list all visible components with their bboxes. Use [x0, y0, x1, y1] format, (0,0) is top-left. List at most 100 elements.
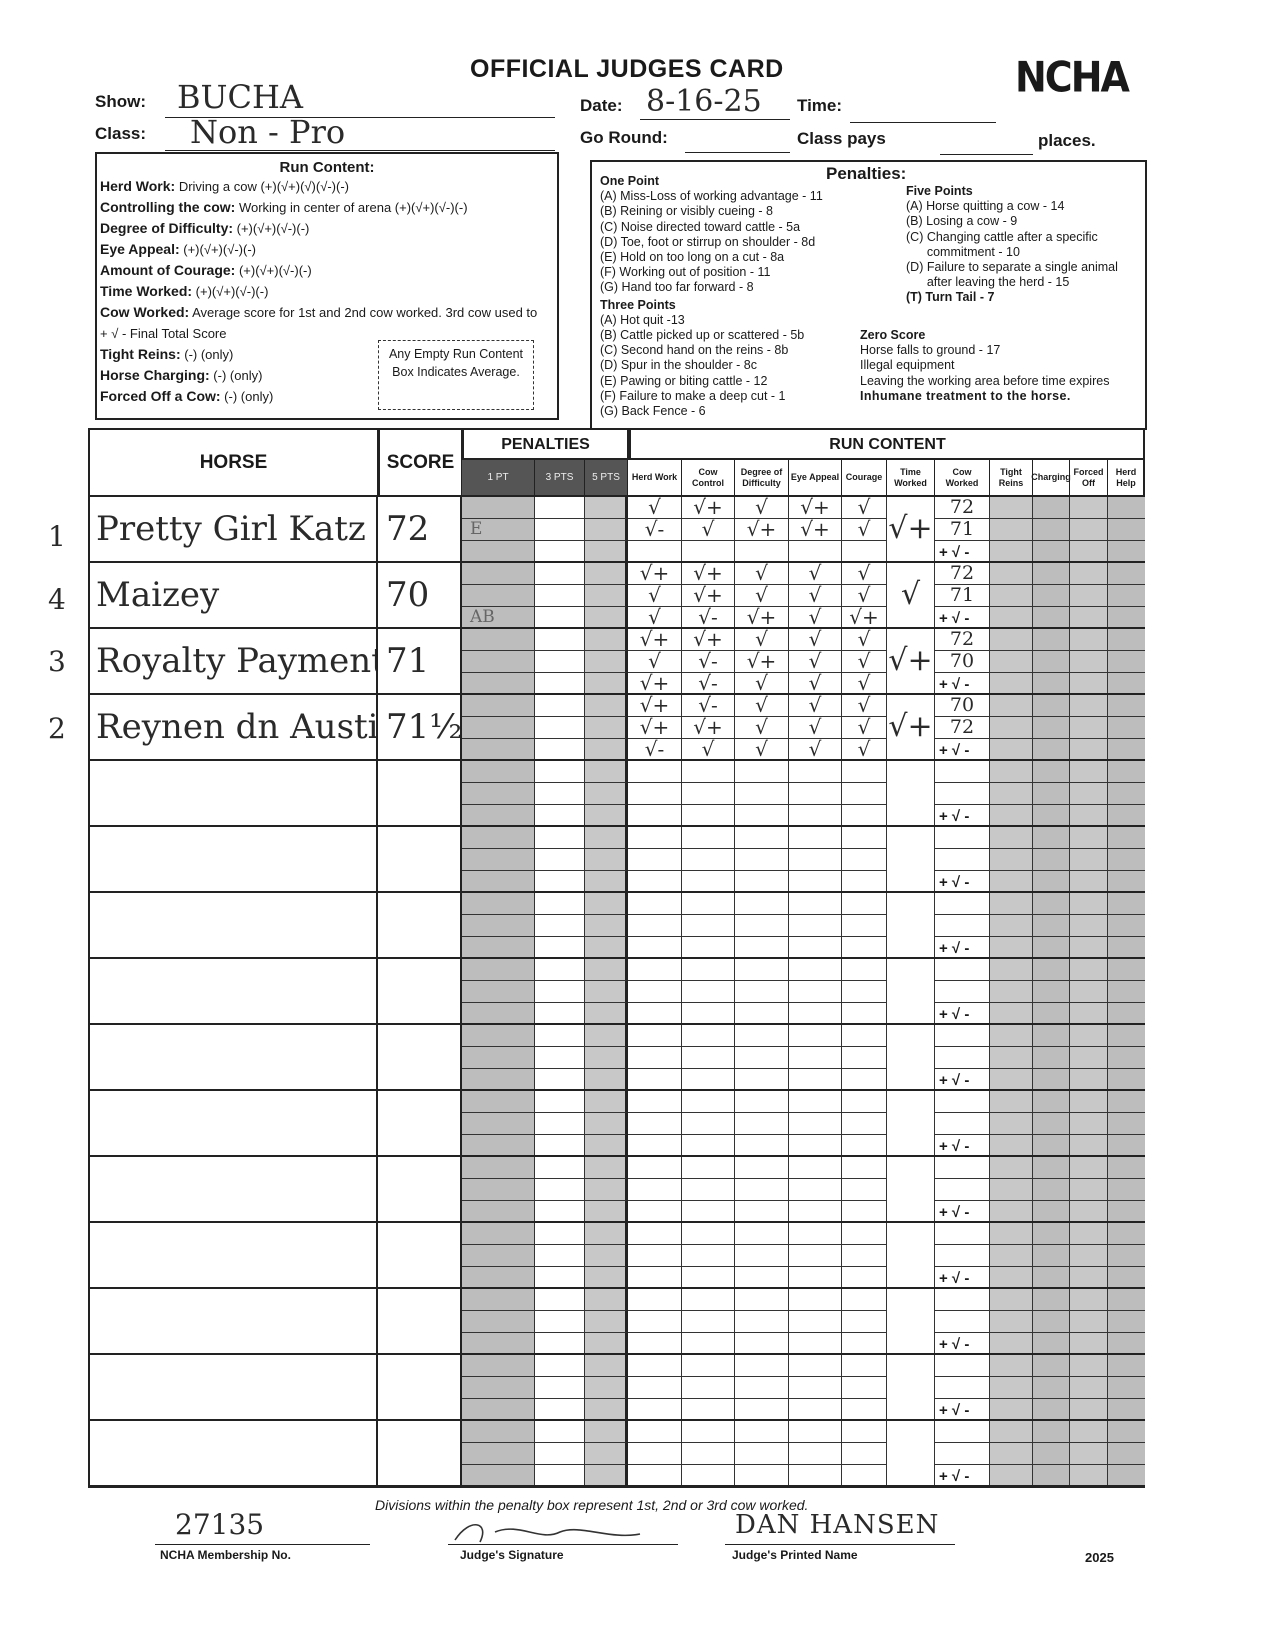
courage-cell[interactable] — [842, 1267, 887, 1287]
forced-off-cell[interactable] — [1070, 761, 1108, 783]
courage-cell[interactable] — [842, 1355, 887, 1377]
tight-reins-cell[interactable] — [990, 1069, 1033, 1089]
herd-cell[interactable] — [628, 1003, 682, 1023]
herd-help-cell[interactable] — [1108, 673, 1145, 693]
cow-worked-final-cell[interactable]: + √ - — [935, 1003, 990, 1023]
penalty-3pts-cell[interactable] — [535, 629, 585, 651]
charging-cell[interactable] — [1033, 563, 1070, 585]
eye-cell[interactable] — [789, 981, 842, 1003]
charging-cell[interactable] — [1033, 871, 1070, 891]
penalty-5pts-cell[interactable] — [585, 585, 628, 607]
penalty-5pts-cell[interactable] — [585, 651, 628, 673]
charging-cell[interactable] — [1033, 1443, 1070, 1465]
penalty-5pts-cell[interactable] — [585, 1069, 628, 1089]
herd-help-cell[interactable] — [1108, 1069, 1145, 1089]
cow-worked-cell[interactable] — [935, 1047, 990, 1069]
difficulty-cell[interactable]: √ — [735, 585, 789, 607]
charging-cell[interactable] — [1033, 585, 1070, 607]
eye-cell[interactable]: √+ — [789, 519, 842, 541]
cow-worked-final-cell[interactable]: + √ - — [935, 1267, 990, 1287]
cow-worked-cell[interactable] — [935, 1025, 990, 1047]
eye-cell[interactable] — [789, 1333, 842, 1353]
penalty-3pts-cell[interactable] — [535, 739, 585, 759]
charging-cell[interactable] — [1033, 1223, 1070, 1245]
charging-cell[interactable] — [1033, 1245, 1070, 1267]
cow-worked-cell[interactable]: 71 — [935, 519, 990, 541]
time-worked-cell[interactable] — [887, 1421, 935, 1485]
eye-cell[interactable]: √ — [789, 629, 842, 651]
forced-off-cell[interactable] — [1070, 1245, 1108, 1267]
charging-cell[interactable] — [1033, 497, 1070, 519]
cow-worked-cell[interactable]: 72 — [935, 717, 990, 739]
herd-help-cell[interactable] — [1108, 849, 1145, 871]
herd-help-cell[interactable] — [1108, 519, 1145, 541]
eye-cell[interactable] — [789, 1179, 842, 1201]
time-worked-cell[interactable] — [887, 1289, 935, 1353]
difficulty-cell[interactable] — [735, 1267, 789, 1287]
herd-help-cell[interactable] — [1108, 783, 1145, 805]
tight-reins-cell[interactable] — [990, 761, 1033, 783]
penalty-1pt-cell[interactable] — [462, 1157, 535, 1179]
eye-cell[interactable]: √ — [789, 651, 842, 673]
herd-help-cell[interactable] — [1108, 1091, 1145, 1113]
placing-number[interactable]: 2 — [48, 712, 66, 745]
herd-help-cell[interactable] — [1108, 1267, 1145, 1287]
difficulty-cell[interactable] — [735, 1289, 789, 1311]
time-field[interactable] — [850, 100, 996, 123]
time-worked-cell[interactable] — [887, 1157, 935, 1221]
control-cell[interactable] — [682, 1113, 735, 1135]
penalty-1pt-cell[interactable] — [462, 1113, 535, 1135]
penalty-5pts-cell[interactable] — [585, 1003, 628, 1023]
herd-cell[interactable] — [628, 1465, 682, 1485]
herd-cell[interactable]: √+ — [628, 695, 682, 717]
penalty-1pt-cell[interactable] — [462, 585, 535, 607]
penalty-5pts-cell[interactable] — [585, 1377, 628, 1399]
courage-cell[interactable] — [842, 805, 887, 825]
placing-number[interactable]: 1 — [48, 520, 66, 553]
score-cell[interactable] — [378, 1091, 462, 1155]
eye-cell[interactable] — [789, 959, 842, 981]
penalty-1pt-cell[interactable] — [462, 1091, 535, 1113]
penalty-5pts-cell[interactable] — [585, 915, 628, 937]
penalty-3pts-cell[interactable] — [535, 915, 585, 937]
score-cell[interactable] — [378, 761, 462, 825]
courage-cell[interactable] — [842, 893, 887, 915]
herd-cell[interactable] — [628, 1245, 682, 1267]
charging-cell[interactable] — [1033, 1289, 1070, 1311]
penalty-3pts-cell[interactable] — [535, 981, 585, 1003]
herd-cell[interactable]: √+ — [628, 673, 682, 694]
penalty-1pt-cell[interactable] — [462, 717, 535, 739]
score-cell[interactable]: 70 — [378, 563, 462, 627]
charging-cell[interactable] — [1033, 893, 1070, 915]
penalty-3pts-cell[interactable] — [535, 1157, 585, 1179]
control-cell[interactable] — [682, 981, 735, 1003]
herd-cell[interactable] — [628, 1069, 682, 1089]
herd-help-cell[interactable] — [1108, 1465, 1145, 1485]
courage-cell[interactable] — [842, 1465, 887, 1485]
eye-cell[interactable] — [789, 1355, 842, 1377]
penalty-5pts-cell[interactable] — [585, 783, 628, 805]
tight-reins-cell[interactable] — [990, 915, 1033, 937]
control-cell[interactable] — [682, 1377, 735, 1399]
courage-cell[interactable] — [842, 761, 887, 783]
forced-off-cell[interactable] — [1070, 519, 1108, 541]
control-cell[interactable] — [682, 1091, 735, 1113]
forced-off-cell[interactable] — [1070, 563, 1108, 585]
penalty-1pt-cell[interactable]: E — [462, 519, 535, 541]
herd-help-cell[interactable] — [1108, 629, 1145, 651]
forced-off-cell[interactable] — [1070, 805, 1108, 825]
horse-name-cell[interactable] — [90, 893, 378, 957]
tight-reins-cell[interactable] — [990, 1245, 1033, 1267]
penalty-5pts-cell[interactable] — [585, 1355, 628, 1377]
courage-cell[interactable] — [842, 1113, 887, 1135]
control-cell[interactable] — [682, 805, 735, 825]
eye-cell[interactable] — [789, 871, 842, 891]
tight-reins-cell[interactable] — [990, 805, 1033, 825]
penalty-5pts-cell[interactable] — [585, 1047, 628, 1069]
penalty-1pt-cell[interactable] — [462, 1333, 535, 1353]
difficulty-cell[interactable] — [735, 1223, 789, 1245]
time-worked-cell[interactable] — [887, 893, 935, 957]
charging-cell[interactable] — [1033, 849, 1070, 871]
herd-cell[interactable] — [628, 761, 682, 783]
show-field[interactable]: BUCHA — [165, 78, 555, 118]
